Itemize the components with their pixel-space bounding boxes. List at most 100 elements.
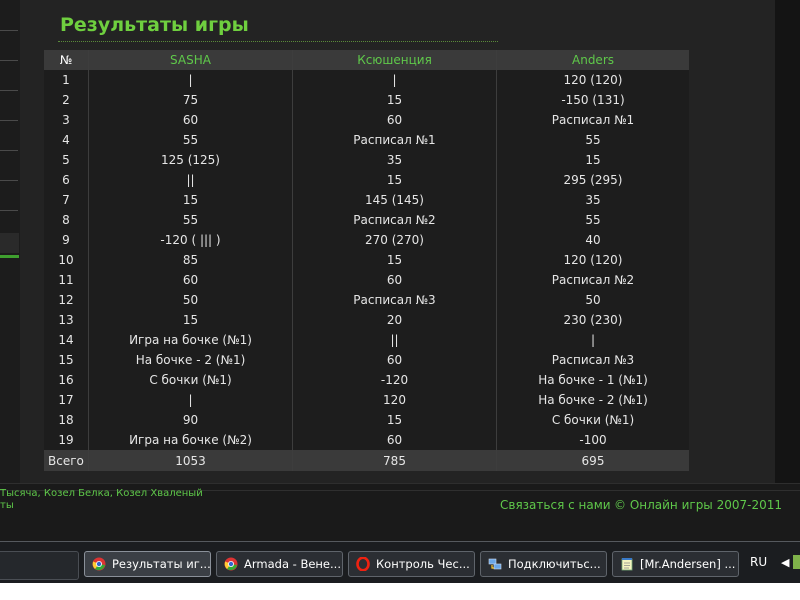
row-number-cell: 17 [44,390,89,410]
row-number-cell: 16 [44,370,89,390]
score-cell: 55 [496,210,689,230]
score-cell: 230 (230) [496,310,689,330]
left-panel-green-bar [0,255,19,258]
left-panel-divider [0,150,18,151]
chrome-icon [224,557,238,571]
row-number-cell: 12 [44,290,89,310]
row-number-cell: 5 [44,150,89,170]
total-cell: 1053 [88,450,293,471]
score-cell: 15 [88,190,293,210]
footer-games-line[interactable]: ты [0,500,14,511]
taskbar-button-label: Контроль Чес... [376,557,470,571]
table-row: 8 55 Расписал №2 55 [44,210,689,230]
score-cell: Расписал №2 [496,270,689,290]
title-underline [58,41,498,42]
score-cell: 60 [292,110,497,130]
score-cell: 75 [88,90,293,110]
score-cell: Игра на бочке (№1) [88,330,293,350]
taskbar-button-results[interactable]: Результаты иг... [84,551,211,577]
row-number-cell: 2 [44,90,89,110]
taskbar-button-label: [Mr.Andersen] ... [640,557,736,571]
left-panel-divider [0,120,18,121]
taskbar-button-control[interactable]: Контроль Чес... [348,551,475,577]
table-row: 16 С бочки (№1) -120 На бочке - 1 (№1) [44,370,689,390]
score-cell: | [496,330,689,350]
score-cell: 125 (125) [88,150,293,170]
score-cell: 85 [88,250,293,270]
score-cell: 15 [292,90,497,110]
footer-games-links[interactable]: Тысяча, Козел Белка, Козел Хваленый ты [0,488,203,512]
score-cell: 15 [292,170,497,190]
score-cell: 15 [292,410,497,430]
score-cell: Расписал №3 [496,350,689,370]
score-cell: 15 [88,310,293,330]
taskbar-button-label: Результаты иг... [112,557,211,571]
tray-expand-icon[interactable]: ◀ [781,556,790,569]
row-number-cell: 3 [44,110,89,130]
score-cell: 60 [88,270,293,290]
row-number-cell: 9 [44,230,89,250]
score-cell: На бочке - 2 (№1) [496,390,689,410]
score-cell: Расписал №3 [292,290,497,310]
left-panel-divider [0,90,18,91]
copyright-text: © Онлайн игры 2007-2011 [614,498,783,512]
column-header-player: Anders [496,50,689,70]
taskbar-quick-launch[interactable] [0,551,79,580]
language-indicator[interactable]: RU [750,555,768,569]
row-number-cell: 6 [44,170,89,190]
score-cell: 295 (295) [496,170,689,190]
score-cell: 270 (270) [292,230,497,250]
row-number-cell: 18 [44,410,89,430]
left-panel-divider [0,180,18,181]
footer-games-line[interactable]: Тысяча, Козел Белка, Козел Хваленый [0,488,203,499]
score-cell: || [88,170,293,190]
footer-divider [0,490,800,491]
total-cell: 695 [496,450,689,471]
chrome-icon [92,557,106,571]
score-cell: 55 [88,210,293,230]
contact-link[interactable]: Связаться с нами [500,498,611,512]
score-cell: 15 [292,250,497,270]
taskbar-button-notepad[interactable]: [Mr.Andersen] ... [612,551,739,577]
score-cell: С бочки (№1) [88,370,293,390]
table-row: 3 60 60 Расписал №1 [44,110,689,130]
table-header-row: № SASHA Ксюшенция Anders [44,50,689,70]
score-cell: На бочке - 2 (№1) [88,350,293,370]
table-row: 14 Игра на бочке (№1) || | [44,330,689,350]
score-cell: -150 (131) [496,90,689,110]
total-cell: 785 [292,450,497,471]
windows-taskbar: Результаты иг... Armada - Вене... Контро… [0,541,800,584]
column-header-number: № [44,50,89,70]
score-cell: Расписал №1 [496,110,689,130]
game-results-page: Результаты игры № SASHA Ксюшенция Anders… [0,0,800,541]
opera-icon [356,557,370,571]
row-number-cell: 10 [44,250,89,270]
taskbar-button-armada[interactable]: Armada - Вене... [216,551,343,577]
table-row: 4 55 Расписал №1 55 [44,130,689,150]
row-number-cell: 11 [44,270,89,290]
row-number-cell: 15 [44,350,89,370]
score-cell: 55 [496,130,689,150]
taskbar-button-label: Подключитьс... [508,557,601,571]
score-cell: Игра на бочке (№2) [88,430,293,450]
left-panel-divider [0,60,18,61]
row-number-cell: 19 [44,430,89,450]
table-row: 17 | 120 На бочке - 2 (№1) [44,390,689,410]
score-cell: | [88,70,293,90]
score-cell: -120 [292,370,497,390]
table-row: 2 75 15 -150 (131) [44,90,689,110]
table-row: 6 || 15 295 (295) [44,170,689,190]
score-cell: 55 [88,130,293,150]
row-number-cell: 7 [44,190,89,210]
score-cell: 90 [88,410,293,430]
row-number-cell: 4 [44,130,89,150]
score-cell: Расписал №1 [292,130,497,150]
tray-icon[interactable] [793,555,800,569]
score-cell: -120 ( ||| ) [88,230,293,250]
score-cell: 60 [292,270,497,290]
score-cell: 120 (120) [496,70,689,90]
column-header-player: Ксюшенция [292,50,497,70]
taskbar-button-label: Armada - Вене... [244,557,341,571]
taskbar-button-connect[interactable]: Подключитьс... [480,551,607,577]
left-panel-block [0,233,19,253]
